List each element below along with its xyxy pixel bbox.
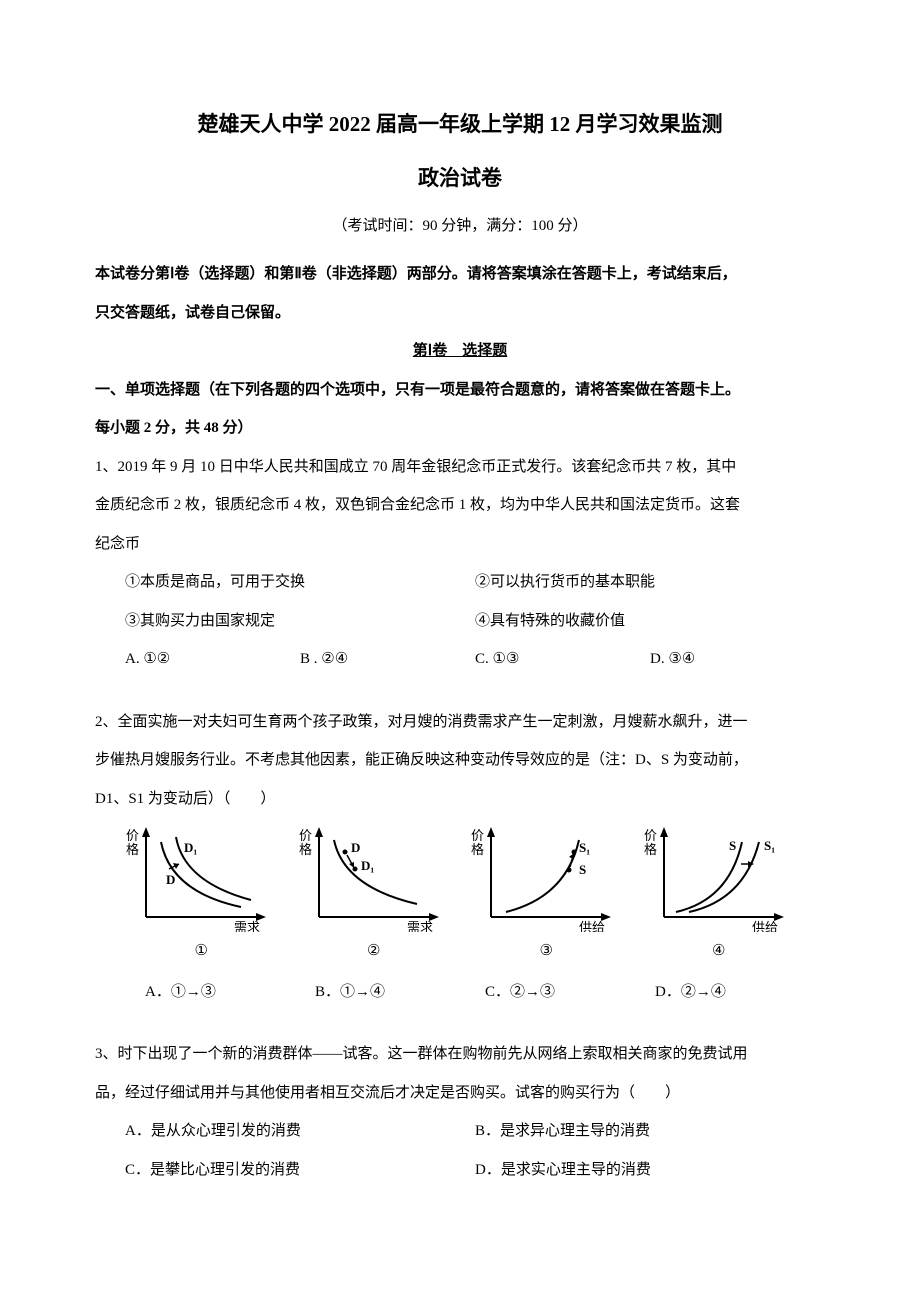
svg-text:格: 格: [644, 842, 657, 857]
svg-text:需求: 需求: [407, 920, 433, 932]
q2-text-line2: 步催热月嫂服务行业。不考虑其他因素，能正确反映这种变动传导效应的是（注：D、S …: [95, 743, 825, 778]
q1-statement3: ③其购买力由国家规定: [125, 604, 475, 639]
q3-text-line1: 3、时下出现了一个新的消费群体——试客。这一群体在购物前先从网络上索取相关商家的…: [95, 1037, 825, 1072]
q3-option-c: C．是攀比心理引发的消费: [125, 1153, 475, 1188]
q2-option-b: B．①→④: [315, 975, 485, 1010]
svg-text:供给: 供给: [579, 920, 605, 932]
chart-4: S S₁ 价 格 供给 ④: [644, 822, 794, 969]
chart-2-label: ②: [299, 934, 449, 969]
svg-text:S: S: [579, 862, 586, 877]
svg-text:D: D: [351, 840, 360, 855]
svg-text:D₁: D₁: [361, 858, 374, 873]
svg-text:需求: 需求: [234, 920, 260, 932]
page-subtitle: 政治试卷: [95, 154, 825, 202]
svg-text:供给: 供给: [752, 920, 778, 932]
q3-text-line2: 品，经过仔细试用并与其他使用者相互交流后才决定是否购买。试客的购买行为（ ）: [95, 1076, 825, 1111]
q1-statement1: ①本质是商品，可用于交换: [125, 565, 475, 600]
svg-text:格: 格: [471, 842, 484, 857]
q1-option-d: D. ③④: [650, 642, 825, 677]
q1-text-line1: 1、2019 年 9 月 10 日中华人民共和国成立 70 周年金银纪念币正式发…: [95, 450, 825, 485]
svg-text:S: S: [729, 838, 736, 853]
q2-text-line1: 2、全面实施一对夫妇可生育两个孩子政策，对月嫂的消费需求产生一定刺激，月嫂薪水飙…: [95, 705, 825, 740]
svg-text:格: 格: [299, 842, 312, 857]
svg-text:价: 价: [644, 828, 657, 843]
svg-text:D: D: [166, 872, 175, 887]
q1-statement4: ④具有特殊的收藏价值: [475, 604, 825, 639]
charts-container: D₁ D 价 格 需求 ① D D₁ 价 格 需求 ②: [95, 822, 825, 969]
svg-text:价: 价: [126, 828, 139, 843]
q2-option-a: A．①→③: [145, 975, 315, 1010]
section1-instruction1: 一、单项选择题（在下列各题的四个选项中，只有一项是最符合题意的，请将答案做在答题…: [95, 373, 825, 408]
q1-option-a: A. ①②: [125, 642, 300, 677]
q1-text-line2: 金质纪念币 2 枚，银质纪念币 4 枚，双色铜合金纪念币 1 枚，均为中华人民共…: [95, 488, 825, 523]
svg-text:D₁: D₁: [184, 840, 197, 855]
instruction-line2: 只交答题纸，试卷自己保留。: [95, 296, 825, 331]
chart-3: S₁ S 价 格 供给 ③: [471, 822, 621, 969]
svg-text:S₁: S₁: [579, 840, 590, 855]
section1-instruction2: 每小题 2 分，共 48 分）: [95, 411, 825, 446]
q2-text-line3: D1、S1 为变动后）（ ）: [95, 782, 825, 817]
q3-option-d: D．是求实心理主导的消费: [475, 1153, 825, 1188]
chart-1: D₁ D 价 格 需求 ①: [126, 822, 276, 969]
q1-option-c: C. ①③: [475, 642, 650, 677]
q3-option-b: B．是求异心理主导的消费: [475, 1114, 825, 1149]
chart-1-label: ①: [126, 934, 276, 969]
q2-option-c: C．②→③: [485, 975, 655, 1010]
chart-3-label: ③: [471, 934, 621, 969]
q3-option-a: A．是从众心理引发的消费: [125, 1114, 475, 1149]
instruction-line1: 本试卷分第Ⅰ卷（选择题）和第Ⅱ卷（非选择题）两部分。请将答案填涂在答题卡上，考试…: [95, 257, 825, 292]
q2-option-d: D．②→④: [655, 975, 825, 1010]
svg-text:格: 格: [126, 842, 139, 857]
page-title: 楚雄天人中学 2022 届高一年级上学期 12 月学习效果监测: [95, 100, 825, 148]
chart-4-label: ④: [644, 934, 794, 969]
q1-statement2: ②可以执行货币的基本职能: [475, 565, 825, 600]
chart-2: D D₁ 价 格 需求 ②: [299, 822, 449, 969]
exam-info: （考试时间：90 分钟，满分：100 分）: [95, 209, 825, 244]
svg-text:价: 价: [299, 828, 312, 843]
q1-option-b: B . ②④: [300, 642, 475, 677]
section1-header: 第Ⅰ卷 选择题: [95, 334, 825, 369]
q1-text-line3: 纪念币: [95, 527, 825, 562]
svg-text:价: 价: [471, 828, 484, 843]
svg-text:S₁: S₁: [764, 838, 775, 853]
